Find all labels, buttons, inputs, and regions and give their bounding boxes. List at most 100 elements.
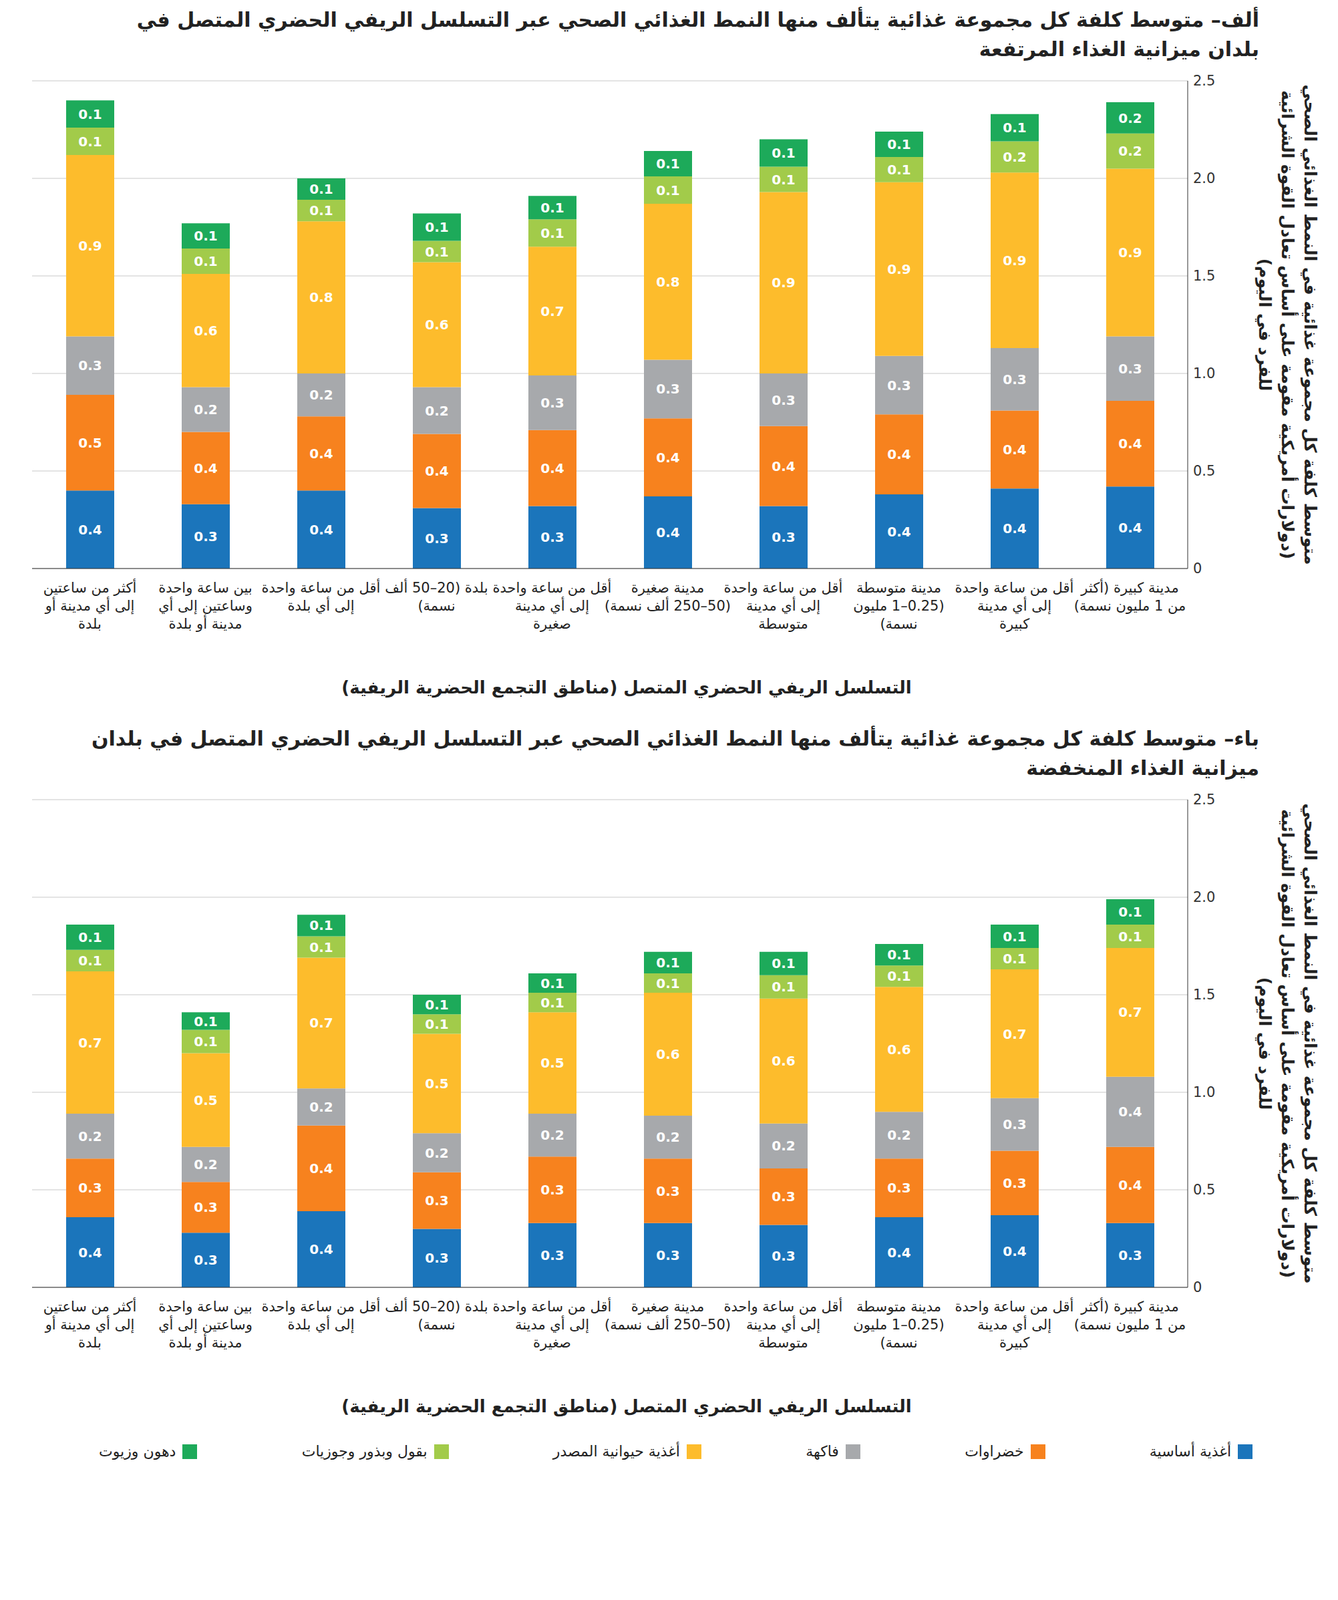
svg-text:مدينة متوسطة(0.25–1 مليوننسمة): مدينة متوسطة(0.25–1 مليوننسمة)	[853, 1298, 944, 1351]
svg-text:أقل من ساعة واحدةإلى أي مدينةص: أقل من ساعة واحدةإلى أي مدينةصغيرة	[492, 578, 612, 632]
svg-text:0.1: 0.1	[193, 1033, 218, 1050]
svg-text:0.9: 0.9	[1118, 244, 1142, 261]
svg-text:0.5: 0.5	[1193, 1181, 1216, 1198]
svg-text:0.4: 0.4	[655, 524, 680, 541]
svg-text:0.1: 0.1	[309, 939, 333, 956]
svg-text:0.3: 0.3	[540, 1181, 564, 1198]
svg-text:2.5: 2.5	[1193, 791, 1216, 808]
svg-text:0.3: 0.3	[1002, 1116, 1027, 1133]
svg-text:0.2: 0.2	[193, 401, 218, 418]
svg-text:0.3: 0.3	[771, 1247, 795, 1264]
svg-text:أكثر من ساعتينإلى أي مدينة أوب: أكثر من ساعتينإلى أي مدينة أوبلدة	[43, 578, 137, 632]
svg-text:أقل من ساعة واحدةإلى أي بلدة: أقل من ساعة واحدةإلى أي بلدة	[261, 1297, 381, 1334]
svg-text:أقل من ساعة واحدةإلى أي مدينةك: أقل من ساعة واحدةإلى أي مدينةكبيرة	[955, 1297, 1075, 1351]
svg-text:0.4: 0.4	[1118, 1103, 1142, 1120]
svg-text:0.4: 0.4	[887, 523, 911, 540]
svg-text:0.4: 0.4	[1118, 519, 1142, 536]
svg-text:0.1: 0.1	[1002, 119, 1027, 136]
svg-text:2.0: 2.0	[1193, 170, 1216, 187]
svg-text:0.1: 0.1	[887, 136, 911, 153]
svg-text:0.1: 0.1	[771, 171, 795, 188]
svg-text:0.4: 0.4	[309, 1241, 333, 1258]
svg-text:0.1: 0.1	[78, 952, 102, 969]
svg-text:1.0: 1.0	[1193, 1084, 1216, 1101]
svg-text:0.9: 0.9	[887, 261, 911, 278]
svg-text:0.1: 0.1	[309, 917, 333, 934]
svg-text:0.8: 0.8	[655, 273, 680, 290]
svg-text:0.2: 0.2	[424, 402, 449, 419]
svg-text:0.2: 0.2	[540, 1126, 564, 1143]
svg-text:0.1: 0.1	[540, 975, 564, 992]
svg-text:0.1: 0.1	[1002, 928, 1027, 945]
svg-text:0.9: 0.9	[771, 274, 795, 291]
svg-text:2.5: 2.5	[1193, 72, 1216, 89]
svg-text:0.5: 0.5	[1193, 462, 1216, 479]
svg-text:0.4: 0.4	[309, 1160, 333, 1177]
svg-text:0.1: 0.1	[193, 1013, 218, 1030]
svg-text:0.4: 0.4	[887, 446, 911, 463]
svg-text:0.1: 0.1	[655, 954, 680, 971]
svg-text:0.1: 0.1	[193, 253, 218, 270]
svg-text:0.1: 0.1	[193, 227, 218, 244]
svg-text:بين ساعة واحدةوساعتين إلى أيمد: بين ساعة واحدةوساعتين إلى أيمدينة أو بلد…	[158, 1298, 253, 1351]
svg-text:0.3: 0.3	[771, 1188, 795, 1205]
svg-text:0.6: 0.6	[887, 1041, 911, 1058]
svg-text:0.2: 0.2	[771, 1137, 795, 1154]
svg-text:0.7: 0.7	[309, 1014, 333, 1031]
svg-text:0.1: 0.1	[424, 1016, 449, 1033]
svg-text:0.7: 0.7	[1002, 1026, 1027, 1043]
svg-text:0.7: 0.7	[540, 303, 564, 320]
svg-text:0.1: 0.1	[540, 994, 564, 1011]
svg-text:0.1: 0.1	[887, 161, 911, 178]
svg-text:مدينة صغيرة(50–250 ألف نسمة): مدينة صغيرة(50–250 ألف نسمة)	[604, 1298, 731, 1333]
svg-text:بلدة (20–50 ألفنسمة): بلدة (20–50 ألفنسمة)	[384, 1297, 488, 1333]
svg-text:0.1: 0.1	[540, 199, 564, 216]
svg-text:0.1: 0.1	[1118, 928, 1142, 945]
svg-text:0.4: 0.4	[540, 460, 564, 477]
svg-text:0.4: 0.4	[1002, 520, 1027, 537]
svg-text:0.4: 0.4	[309, 445, 333, 462]
svg-text:0.6: 0.6	[193, 322, 218, 339]
svg-text:0.7: 0.7	[1118, 1004, 1142, 1021]
svg-text:0.3: 0.3	[78, 357, 102, 374]
svg-text:0.1: 0.1	[309, 181, 333, 198]
svg-text:0.4: 0.4	[193, 460, 218, 477]
svg-text:0.3: 0.3	[887, 377, 911, 394]
svg-text:0.1: 0.1	[655, 975, 680, 992]
svg-text:0.4: 0.4	[1002, 441, 1027, 458]
svg-text:مدينة كبيرة (أكثرمن 1 مليون نس: مدينة كبيرة (أكثرمن 1 مليون نسمة)	[1074, 578, 1187, 614]
svg-text:أكثر من ساعتينإلى أي مدينة أوب: أكثر من ساعتينإلى أي مدينة أوبلدة	[43, 1297, 137, 1351]
svg-text:0.9: 0.9	[78, 237, 102, 254]
svg-text:0.3: 0.3	[655, 380, 680, 397]
svg-text:0.3: 0.3	[540, 394, 564, 411]
svg-text:0.2: 0.2	[1002, 148, 1027, 165]
svg-text:0.4: 0.4	[887, 1244, 911, 1261]
svg-text:مدينة متوسطة(0.25–1 مليوننسمة): مدينة متوسطة(0.25–1 مليوننسمة)	[853, 579, 944, 632]
svg-text:0.2: 0.2	[424, 1144, 449, 1161]
svg-text:0.3: 0.3	[193, 1199, 218, 1216]
svg-text:0.3: 0.3	[1118, 360, 1142, 377]
svg-text:0.2: 0.2	[309, 386, 333, 403]
svg-text:0.1: 0.1	[1118, 903, 1142, 920]
svg-text:0.1: 0.1	[771, 978, 795, 995]
svg-text:0: 0	[1193, 560, 1202, 577]
svg-text:0.3: 0.3	[887, 1179, 911, 1196]
svg-text:0: 0	[1193, 1279, 1202, 1296]
svg-text:0.2: 0.2	[78, 1128, 102, 1145]
svg-text:0.2: 0.2	[887, 1126, 911, 1143]
svg-text:0.9: 0.9	[1002, 252, 1027, 269]
svg-text:0.7: 0.7	[78, 1034, 102, 1051]
svg-text:بلدة (20–50 ألفنسمة): بلدة (20–50 ألفنسمة)	[384, 578, 488, 614]
svg-text:1.0: 1.0	[1193, 365, 1216, 382]
svg-text:0.4: 0.4	[771, 458, 795, 475]
svg-text:0.2: 0.2	[193, 1156, 218, 1173]
svg-text:0.3: 0.3	[193, 528, 218, 545]
svg-text:0.3: 0.3	[540, 529, 564, 546]
svg-text:0.1: 0.1	[1002, 950, 1027, 967]
svg-text:أقل من ساعة واحدةإلى أي مدينةك: أقل من ساعة واحدةإلى أي مدينةكبيرة	[955, 578, 1075, 632]
svg-text:0.4: 0.4	[78, 1244, 102, 1261]
svg-text:0.1: 0.1	[655, 155, 680, 172]
svg-text:0.1: 0.1	[540, 225, 564, 242]
svg-text:أقل من ساعة واحدةإلى أي مدينةم: أقل من ساعة واحدةإلى أي مدينةمتوسطة	[724, 1297, 844, 1351]
svg-text:2.0: 2.0	[1193, 889, 1216, 906]
